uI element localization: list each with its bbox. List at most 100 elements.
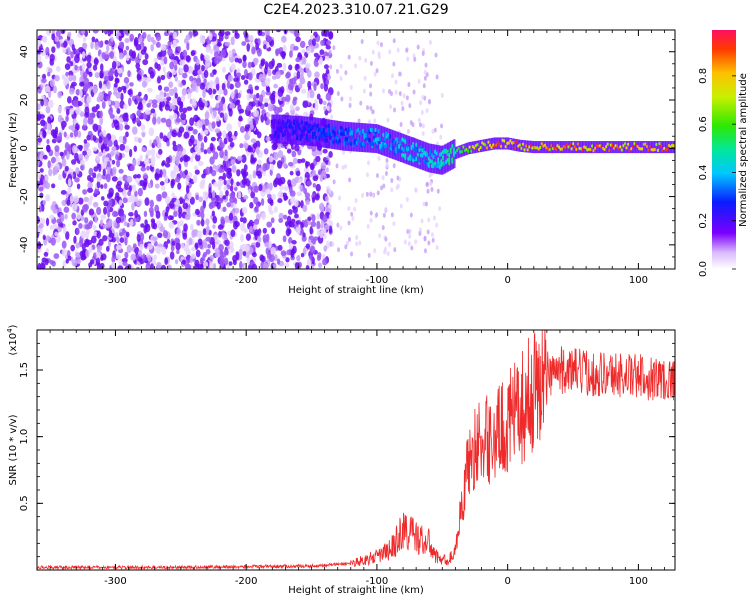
spectrogram-noise-cell [143,158,150,165]
spectrogram-ridge-halo [650,141,654,154]
spectrogram-noise-cell [63,78,68,86]
spectrogram-noise-cell [96,257,101,266]
spectrogram-noise-cell [318,262,323,269]
spectrogram-noise-cell [186,88,193,94]
top-y-tick-label: 20 [19,94,30,107]
spectrogram-noise-cell [163,56,168,65]
spectrogram-noise-cell [186,106,193,111]
spectrogram-noise-cell [209,48,213,55]
spectrogram-noise-cell [277,198,283,204]
spectrogram-noise-cell [293,199,299,207]
spectrogram-noise-cell [228,212,234,221]
spectrogram-noise-cell [67,31,72,37]
spectrogram-ridge-halo [338,121,341,151]
spectrogram-noise-cell [143,210,148,218]
spectrogram-noise-cell [251,263,258,269]
spectrogram-noise-cell [406,56,410,62]
spectrogram-noise-cell [253,196,259,205]
spectrogram-noise-cell [87,148,92,157]
top-y-tick-label: -20 [19,188,30,204]
spectrogram-noise-cell [99,254,104,262]
spectrogram-noise-cell [129,114,134,120]
spectrogram-noise-cell [98,238,104,246]
spectrogram-noise-cell [226,179,231,185]
spectrogram-noise-cell [164,196,171,204]
spectrogram-ridge-halo [505,137,508,150]
spectrogram-noise-cell [100,184,104,189]
spectrogram-noise-cell [284,221,289,227]
spectrogram-noise-cell [75,252,81,258]
spectrogram-ridge-halo [456,146,459,159]
spectrogram-noise-cell [322,100,327,106]
spectrogram-noise-cell [40,99,44,107]
spectrogram-noise-cell [305,265,310,269]
spectrogram-noise-cell [107,90,112,96]
spectrogram-noise-cell [214,252,221,258]
spectrogram-noise-cell [309,254,313,261]
spectrogram-noise-cell [321,228,327,235]
spectrogram-noise-cell [222,195,227,200]
spectrogram-noise-cell [84,217,89,224]
spectrogram-noise-cell [195,153,201,162]
spectrogram-noise-cell [347,220,351,226]
spectrogram-noise-cell [125,131,129,138]
spectrogram-noise-cell [105,173,111,183]
spectrogram-noise-cell [239,143,244,149]
spectrogram-noise-cell [325,167,329,173]
spectrogram-noise-cell [263,238,267,244]
spectrogram-noise-cell [355,235,359,241]
spectrogram-noise-cell [305,46,312,54]
spectrogram-noise-cell [106,165,111,173]
spectrogram-noise-cell [244,127,250,132]
spectrogram-noise-cell [62,47,67,54]
spectrogram-noise-cell [373,248,377,254]
spectrogram-noise-cell [158,148,163,155]
spectrogram-noise-cell [90,41,94,50]
spectrogram-noise-cell [40,49,46,56]
spectrogram-noise-cell [407,241,411,247]
spectrogram-noise-cell [60,190,67,195]
spectrogram-ridge-halo [443,144,447,174]
colorbar-tick-label: 0.2 [698,213,709,229]
spectrogram-ridge-halo [608,141,611,154]
spectrogram-noise-cell [369,217,373,223]
spectrogram-noise-cell [234,81,241,89]
spectrogram-noise-cell [299,76,306,85]
spectrogram-noise-cell [201,102,205,108]
spectrogram-noise-cell [117,86,123,93]
spectrogram-noise-cell [72,171,77,180]
spectrogram-noise-cell [317,59,323,65]
spectrogram-noise-cell [112,90,118,96]
spectrogram-noise-cell [162,170,167,178]
spectrogram-noise-cell [152,236,158,242]
spectrogram-noise-cell [381,225,385,231]
spectrogram-noise-cell [289,50,293,58]
spectrogram-noise-cell [121,257,128,263]
spectrogram-noise-cell [94,41,100,51]
spectrogram-noise-cell [45,235,51,242]
spectrogram-noise-cell [159,100,165,108]
spectrogram-noise-cell [129,33,135,42]
spectrogram-noise-cell [396,183,400,189]
spectrogram-ridge-halo [360,123,363,153]
spectrogram-noise-cell [124,30,131,35]
spectrogram-noise-cell [222,172,227,181]
spectrogram-noise-cell [87,181,93,189]
spectrogram-noise-cell [46,122,51,132]
spectrogram-noise-cell [103,206,108,215]
spectrogram-noise-cell [238,115,243,122]
spectrogram-noise-cell [197,134,203,142]
spectrogram-ridge-halo [315,117,318,147]
spectrogram-noise-cell [408,233,412,239]
spectrogram-noise-cell [309,245,316,254]
spectrogram-noise-cell [295,226,301,234]
spectrogram-noise-cell [141,147,147,152]
spectrogram-noise-cell [430,186,434,192]
spectrogram-noise-cell [273,142,278,150]
spectrogram-ridge-halo [580,141,583,154]
spectrogram-noise-cell [430,232,434,238]
spectrogram-noise-cell [250,138,257,144]
spectrogram-noise-cell [215,115,221,122]
spectrogram-noise-cell [218,244,224,252]
spectrogram-noise-cell [316,93,321,100]
